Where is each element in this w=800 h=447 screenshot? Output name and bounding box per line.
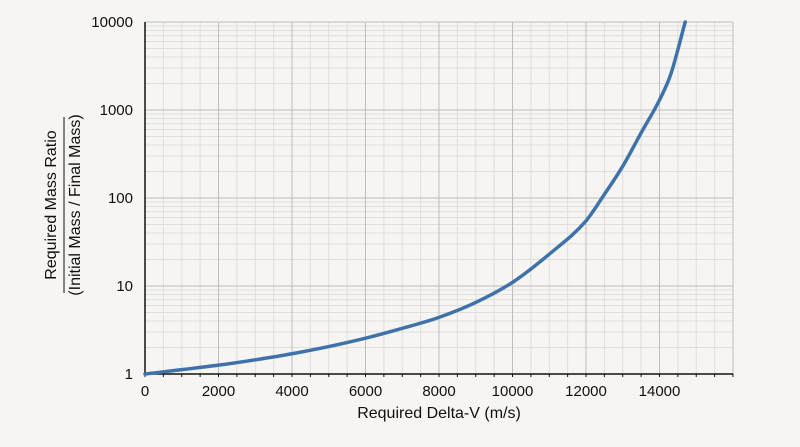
x-tick-label: 0: [141, 383, 149, 400]
x-tick-label: 10000: [492, 383, 534, 400]
x-axis-label: Required Delta-V (m/s): [357, 405, 521, 422]
y-tick-label: 10: [116, 278, 133, 295]
y-tick-label: 1000: [100, 102, 133, 119]
axes: [144, 22, 734, 377]
x-tick-label: 4000: [275, 383, 308, 400]
x-tick-label: 12000: [565, 383, 607, 400]
series-layer: [143, 20, 687, 376]
mass-ratio-curve: [143, 20, 687, 376]
x-tick-label: 14000: [639, 383, 681, 400]
y-axis-label: Required Mass Ratio (Initial Mass / Fina…: [43, 114, 84, 295]
x-tick-label: 8000: [422, 383, 455, 400]
x-tick-label: 6000: [349, 383, 382, 400]
y-axis-label-top: Required Mass Ratio: [43, 130, 60, 280]
y-tick-label: 100: [108, 190, 133, 207]
y-axis-label-bottom: (Initial Mass / Final Mass): [67, 114, 84, 295]
y-tick-label: 1: [125, 366, 133, 383]
x-tick-label: 2000: [202, 383, 235, 400]
tick-labels: 0 2000 4000 6000 8000 10000 12000 14000 1 10 100 10…: [91, 14, 680, 400]
y-tick-label: 10000: [91, 14, 133, 31]
